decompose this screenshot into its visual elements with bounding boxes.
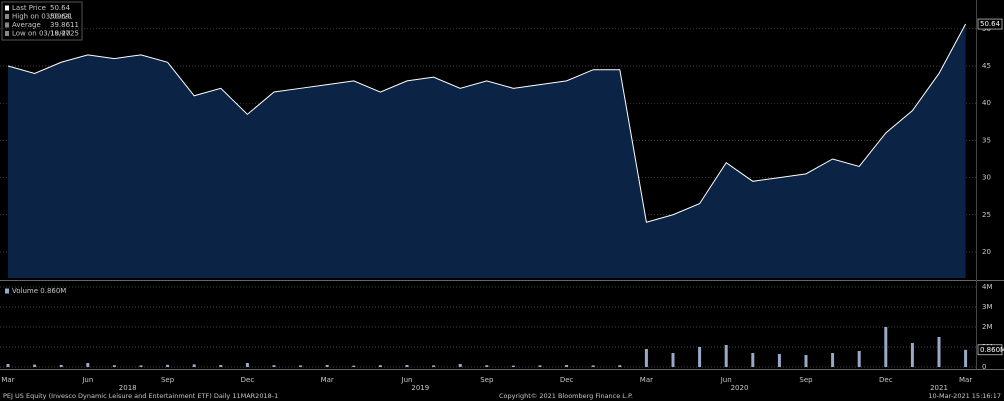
year-label: 2018 — [119, 384, 137, 392]
x-tick-label: Sep — [161, 376, 175, 384]
year-label: 2019 — [411, 384, 429, 392]
y-tick-label: 35 — [982, 136, 991, 144]
legend-label: Low on 03/18/20 — [12, 30, 70, 38]
y-tick-label: 20 — [982, 248, 991, 256]
volume-bar — [352, 365, 356, 367]
last-volume-label: 0.860M — [980, 346, 1004, 354]
volume-bar — [698, 347, 702, 367]
legend-label: Last Price — [12, 4, 46, 12]
legend-swatch — [5, 22, 9, 28]
volume-bar — [724, 345, 728, 367]
volume-bar — [751, 353, 755, 367]
legend-swatch — [5, 31, 9, 36]
y-tick-label: 45 — [982, 62, 991, 70]
volume-bar — [139, 365, 143, 367]
x-tick-label: Jun — [401, 376, 413, 384]
y-tick-label: 30 — [982, 174, 991, 182]
volume-bar — [86, 363, 90, 367]
volume-bar — [219, 365, 223, 367]
volume-bar — [964, 349, 968, 367]
x-tick-label: Dec — [879, 376, 893, 384]
volume-bar — [884, 327, 888, 367]
x-tick-label: Mar — [1, 376, 14, 384]
x-tick-label: Mar — [959, 376, 972, 384]
volume-bar — [618, 365, 622, 367]
volume-bar — [671, 353, 675, 367]
footer-center: Copyright© 2021 Bloomberg Finance L.P. — [499, 392, 633, 400]
x-tick-label: Mar — [321, 376, 334, 384]
x-tick-label: Sep — [480, 376, 494, 384]
x-tick-label: Jun — [720, 376, 732, 384]
legend-value: 39.8611 — [50, 21, 79, 29]
legend-swatch — [5, 5, 9, 11]
y-tick-label: 0 — [982, 363, 986, 371]
legend-label: High on 03/09/21 — [12, 13, 73, 21]
volume-bar — [272, 365, 276, 367]
x-tick-label: Mar — [640, 376, 653, 384]
y-tick-label: 3M — [982, 303, 993, 311]
volume-bar — [857, 351, 861, 367]
volume-bar — [432, 365, 436, 367]
volume-bar — [245, 363, 249, 367]
volume-bar — [831, 353, 835, 367]
volume-bar — [591, 365, 595, 367]
volume-legend: Volume 0.860M — [12, 287, 66, 295]
y-tick-label: 2M — [982, 323, 993, 331]
legend-value: 50.64 — [50, 4, 71, 12]
y-tick-label: 40 — [982, 99, 991, 107]
x-tick-label: Dec — [560, 376, 574, 384]
last-volume-box — [977, 344, 1003, 356]
year-label: 2021 — [930, 384, 948, 392]
legend-swatch — [5, 288, 9, 294]
volume-bar — [910, 343, 914, 367]
volume-bar — [405, 365, 409, 367]
volume-bar — [166, 364, 170, 367]
volume-bar — [59, 365, 63, 367]
price-line — [7, 23, 967, 223]
volume-bar — [644, 349, 648, 367]
x-tick-label: Sep — [799, 376, 813, 384]
volume-bar — [485, 365, 489, 367]
volume-bar — [538, 365, 542, 367]
legend-box — [1, 1, 83, 41]
volume-bar — [299, 365, 303, 367]
volume-bar — [325, 365, 329, 367]
y-tick-label: 25 — [982, 211, 991, 219]
volume-bar — [565, 365, 569, 367]
legend-value: 50.64 — [50, 13, 71, 21]
volume-bar — [112, 365, 116, 367]
volume-bar — [458, 364, 462, 367]
volume-bar — [777, 354, 781, 367]
volume-bar — [378, 365, 382, 367]
year-label: 2020 — [731, 384, 749, 392]
volume-bar — [33, 364, 37, 367]
footer-right: 10-Mar-2021 15:16:17 — [928, 392, 1001, 400]
last-price-box — [977, 18, 1003, 30]
volume-bar — [937, 337, 941, 367]
y-tick-label: 4M — [982, 283, 993, 291]
price-area — [8, 24, 966, 278]
legend-value: 19.4725 — [50, 30, 79, 38]
volume-bar — [6, 364, 10, 367]
footer-left: PEJ US Equity (Invesco Dynamic Leisure a… — [3, 392, 278, 400]
legend-swatch — [5, 14, 9, 19]
x-tick-label: Jun — [81, 376, 93, 384]
last-price-label: 50.64 — [980, 20, 1001, 28]
x-tick-label: Dec — [241, 376, 255, 384]
legend-label: Average — [12, 21, 41, 29]
volume-bar — [511, 365, 515, 367]
volume-bar — [804, 355, 808, 367]
volume-bar — [192, 364, 196, 367]
